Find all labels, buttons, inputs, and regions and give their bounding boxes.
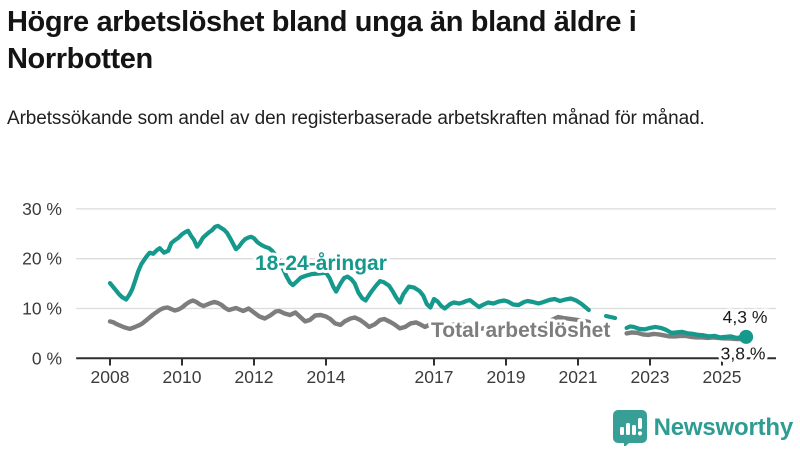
y-axis-tick-label: 10 % <box>22 299 62 319</box>
series-line <box>624 324 749 340</box>
series-end-dot <box>739 329 754 344</box>
newsworthy-wordmark: Newsworthy <box>653 414 794 441</box>
x-axis-tick-label: 2010 <box>163 367 202 387</box>
y-axis-tick-label: 20 % <box>22 249 62 269</box>
series-label: 18-24-åringar <box>255 252 387 275</box>
x-axis-tick-label: 2019 <box>487 367 526 387</box>
series-line <box>107 223 591 313</box>
end-value-label-total: 3,8 % <box>721 344 766 364</box>
y-axis-tick-label: 30 % <box>22 199 62 219</box>
x-axis-tick-label: 2025 <box>703 367 742 387</box>
series-line <box>107 298 591 333</box>
x-axis-tick-label: 2023 <box>631 367 670 387</box>
x-axis-tick-label: 2021 <box>559 367 598 387</box>
page-title: Högre arbetslöshet bland unga än bland ä… <box>7 6 637 75</box>
chart-subtitle: Arbetssökande som andel av den registerb… <box>7 108 705 129</box>
chart-header: Högre arbetslöshet bland unga än bland ä… <box>7 4 791 134</box>
x-axis-tick-label: 2008 <box>91 367 130 387</box>
x-axis-tick-label: 2012 <box>235 367 274 387</box>
y-axis-tick-label: 0 % <box>32 348 62 368</box>
series-label: Total arbetslöshet <box>431 319 610 342</box>
x-axis-tick-label: 2014 <box>307 367 346 387</box>
end-value-label-young: 4,3 % <box>723 307 768 327</box>
newsworthy-logo: Newsworthy <box>612 410 794 446</box>
newsworthy-icon <box>612 410 647 446</box>
series-line <box>603 313 618 321</box>
x-axis-tick-label: 2017 <box>415 367 454 387</box>
